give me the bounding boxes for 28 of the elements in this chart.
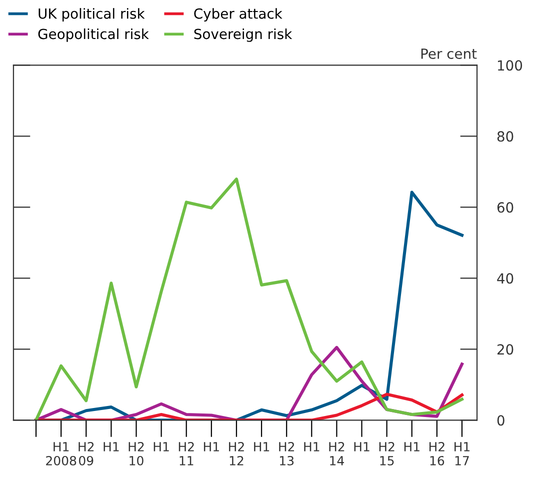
- x-tick-label: H1 17: [454, 442, 470, 466]
- y-tick-label: 80: [497, 131, 514, 142]
- legend-label: Sovereign risk: [194, 28, 292, 42]
- x-tick-label: H1: [204, 442, 219, 452]
- y-tick-label: 0: [497, 415, 504, 426]
- y-axis-title: Per cent: [421, 48, 477, 59]
- x-tick-label: H1 2008: [46, 442, 76, 466]
- x-tick-label: H1: [154, 442, 169, 452]
- y-tick-label: 60: [497, 202, 514, 213]
- x-tick-label: H2 12: [229, 442, 244, 466]
- x-tick-label: H2 09: [78, 442, 94, 466]
- x-tick-label: H2 16: [429, 442, 444, 466]
- x-tick-label: H1: [354, 442, 370, 452]
- y-tick-label: 20: [497, 344, 514, 355]
- x-tick-label: H1: [304, 442, 320, 452]
- y-tick-label: 40: [497, 273, 514, 284]
- x-tick-label: H1: [254, 442, 270, 452]
- y-tick-label: 100: [498, 60, 522, 71]
- legend-label: UK political risk: [38, 8, 145, 22]
- legend-label: Cyber attack: [194, 8, 282, 22]
- x-tick-label: H2 13: [279, 442, 294, 466]
- legend-label: Geopolitical risk: [38, 28, 149, 42]
- x-tick-label: H2 15: [379, 442, 394, 466]
- x-tick-label: H1: [404, 442, 420, 452]
- x-tick-label: H1: [104, 442, 119, 452]
- x-tick-label: H2 14: [329, 442, 344, 466]
- x-tick-label: H2 10: [128, 442, 144, 466]
- x-tick-label: H2 11: [178, 442, 194, 466]
